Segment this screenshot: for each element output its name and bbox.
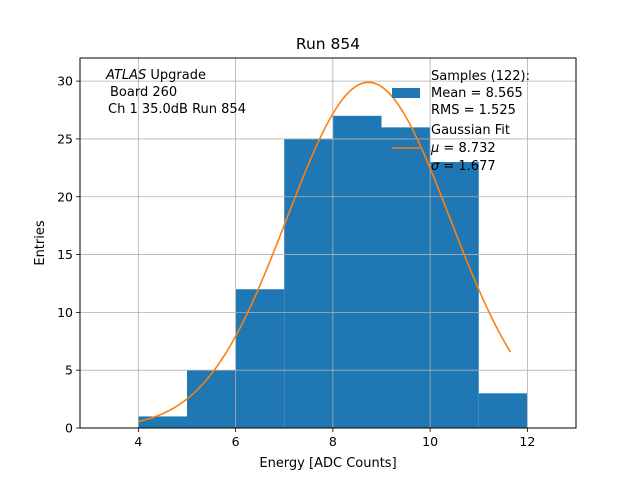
x-tick-label: 6 <box>232 434 240 449</box>
legend-fit-title: Gaussian Fit <box>431 123 510 138</box>
y-tick-label: 20 <box>57 189 73 204</box>
histogram-bar <box>430 162 479 428</box>
atlas-annotation: ATLAS Upgrade Board 260 Ch 1 35.0dB Run … <box>105 68 246 117</box>
legend-samples-swatch <box>392 88 420 98</box>
x-axis-label: Energy [ADC Counts] <box>259 456 396 471</box>
gaussian-fit-line <box>138 81 512 423</box>
axes-frame <box>79 57 577 429</box>
x-axis-ticks: 4 6 8 10 12 <box>134 428 535 449</box>
histogram-bar <box>332 115 382 428</box>
legend-samples-mean: Mean = 8.565 <box>431 86 523 101</box>
histogram-bar <box>478 393 528 428</box>
y-tick-label: 10 <box>57 305 73 320</box>
legend-samples-title: Samples (122): <box>431 69 530 84</box>
gaussian-fit <box>138 81 512 423</box>
annotation-atlas: ATLAS <box>105 68 146 83</box>
y-axis-label: Entries <box>33 220 48 266</box>
x-tick-label: 10 <box>422 434 438 449</box>
y-tick-label: 30 <box>57 74 73 89</box>
x-tick-label: 4 <box>134 434 142 449</box>
x-tick-label: 8 <box>329 434 337 449</box>
annotation-line-3: Ch 1 35.0dB Run 854 <box>108 102 246 117</box>
histogram-bar <box>284 138 333 428</box>
legend-fit-sigma: σ = 1.677 <box>431 159 496 174</box>
legend-sigma-value: = 1.677 <box>439 159 495 174</box>
legend-mu-symbol: μ <box>430 141 439 156</box>
y-tick-label: 0 <box>65 421 73 436</box>
histogram-bar <box>235 289 285 428</box>
y-tick-label: 15 <box>57 247 73 262</box>
annotation-line-2: Board 260 <box>110 85 177 100</box>
annotation-line-1: ATLAS Upgrade <box>105 68 206 83</box>
histogram-bar <box>381 127 431 428</box>
legend-sigma-symbol: σ <box>431 159 440 174</box>
histogram-bar <box>186 370 236 428</box>
legend-mu-value: = 8.732 <box>439 141 495 156</box>
legend-samples-rms: RMS = 1.525 <box>431 103 516 118</box>
histogram-bars <box>138 115 528 428</box>
legend: Samples (122): Mean = 8.565 RMS = 1.525 … <box>392 69 530 174</box>
x-tick-label: 12 <box>519 434 535 449</box>
y-tick-label: 5 <box>65 363 73 378</box>
histogram-bar <box>138 416 187 428</box>
y-axis-ticks: 0 5 10 15 20 25 30 <box>57 74 80 436</box>
chart-title: Run 854 <box>296 35 360 53</box>
annotation-upgrade: Upgrade <box>146 68 206 83</box>
legend-fit-mu: μ = 8.732 <box>430 141 496 156</box>
y-tick-label: 25 <box>57 131 73 146</box>
